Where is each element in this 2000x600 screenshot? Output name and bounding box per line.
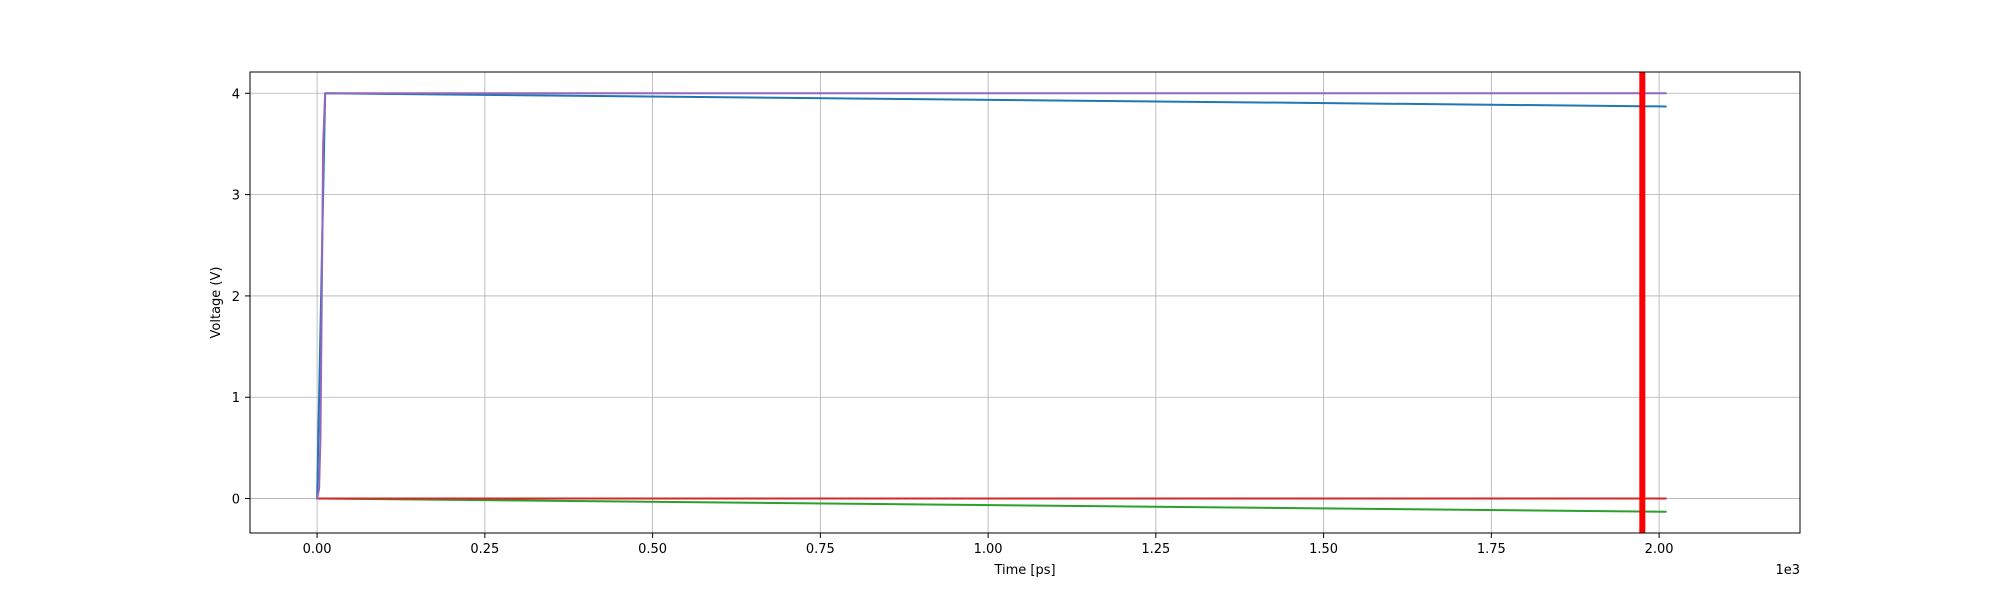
y-tick-label: 2 xyxy=(232,290,240,305)
x-tick-label: 1.75 xyxy=(1477,542,1506,557)
y-tick-label: 1 xyxy=(232,391,240,406)
x-tick-label: 0.00 xyxy=(303,542,332,557)
plot-area xyxy=(316,72,1667,533)
y-tick-label: 0 xyxy=(232,493,240,508)
y-tick-label: 4 xyxy=(232,87,240,102)
x-axis-scale-label: 1e3 xyxy=(1775,563,1800,578)
ticks: 0.00 0.25 0.50 0.75 1.00 1.25 1.50 1.75 2.00 0 1 2 3… xyxy=(232,87,1674,557)
x-tick-label: 0.75 xyxy=(806,542,835,557)
x-tick-label: 0.25 xyxy=(470,542,499,557)
x-tick-label: 1.00 xyxy=(974,542,1003,557)
x-axis-label: Time [ps] xyxy=(993,563,1055,578)
x-tick-label: 2.00 xyxy=(1645,542,1674,557)
y-tick-label: 3 xyxy=(232,189,240,204)
x-tick-label: 1.25 xyxy=(1141,542,1170,557)
series-line xyxy=(316,92,1667,500)
y-axis-label: Voltage (V) xyxy=(209,267,224,339)
axes-frame xyxy=(249,71,1801,534)
series-line xyxy=(316,497,1667,513)
x-tick-label: 1.50 xyxy=(1309,542,1338,557)
x-tick-label: 0.50 xyxy=(638,542,667,557)
